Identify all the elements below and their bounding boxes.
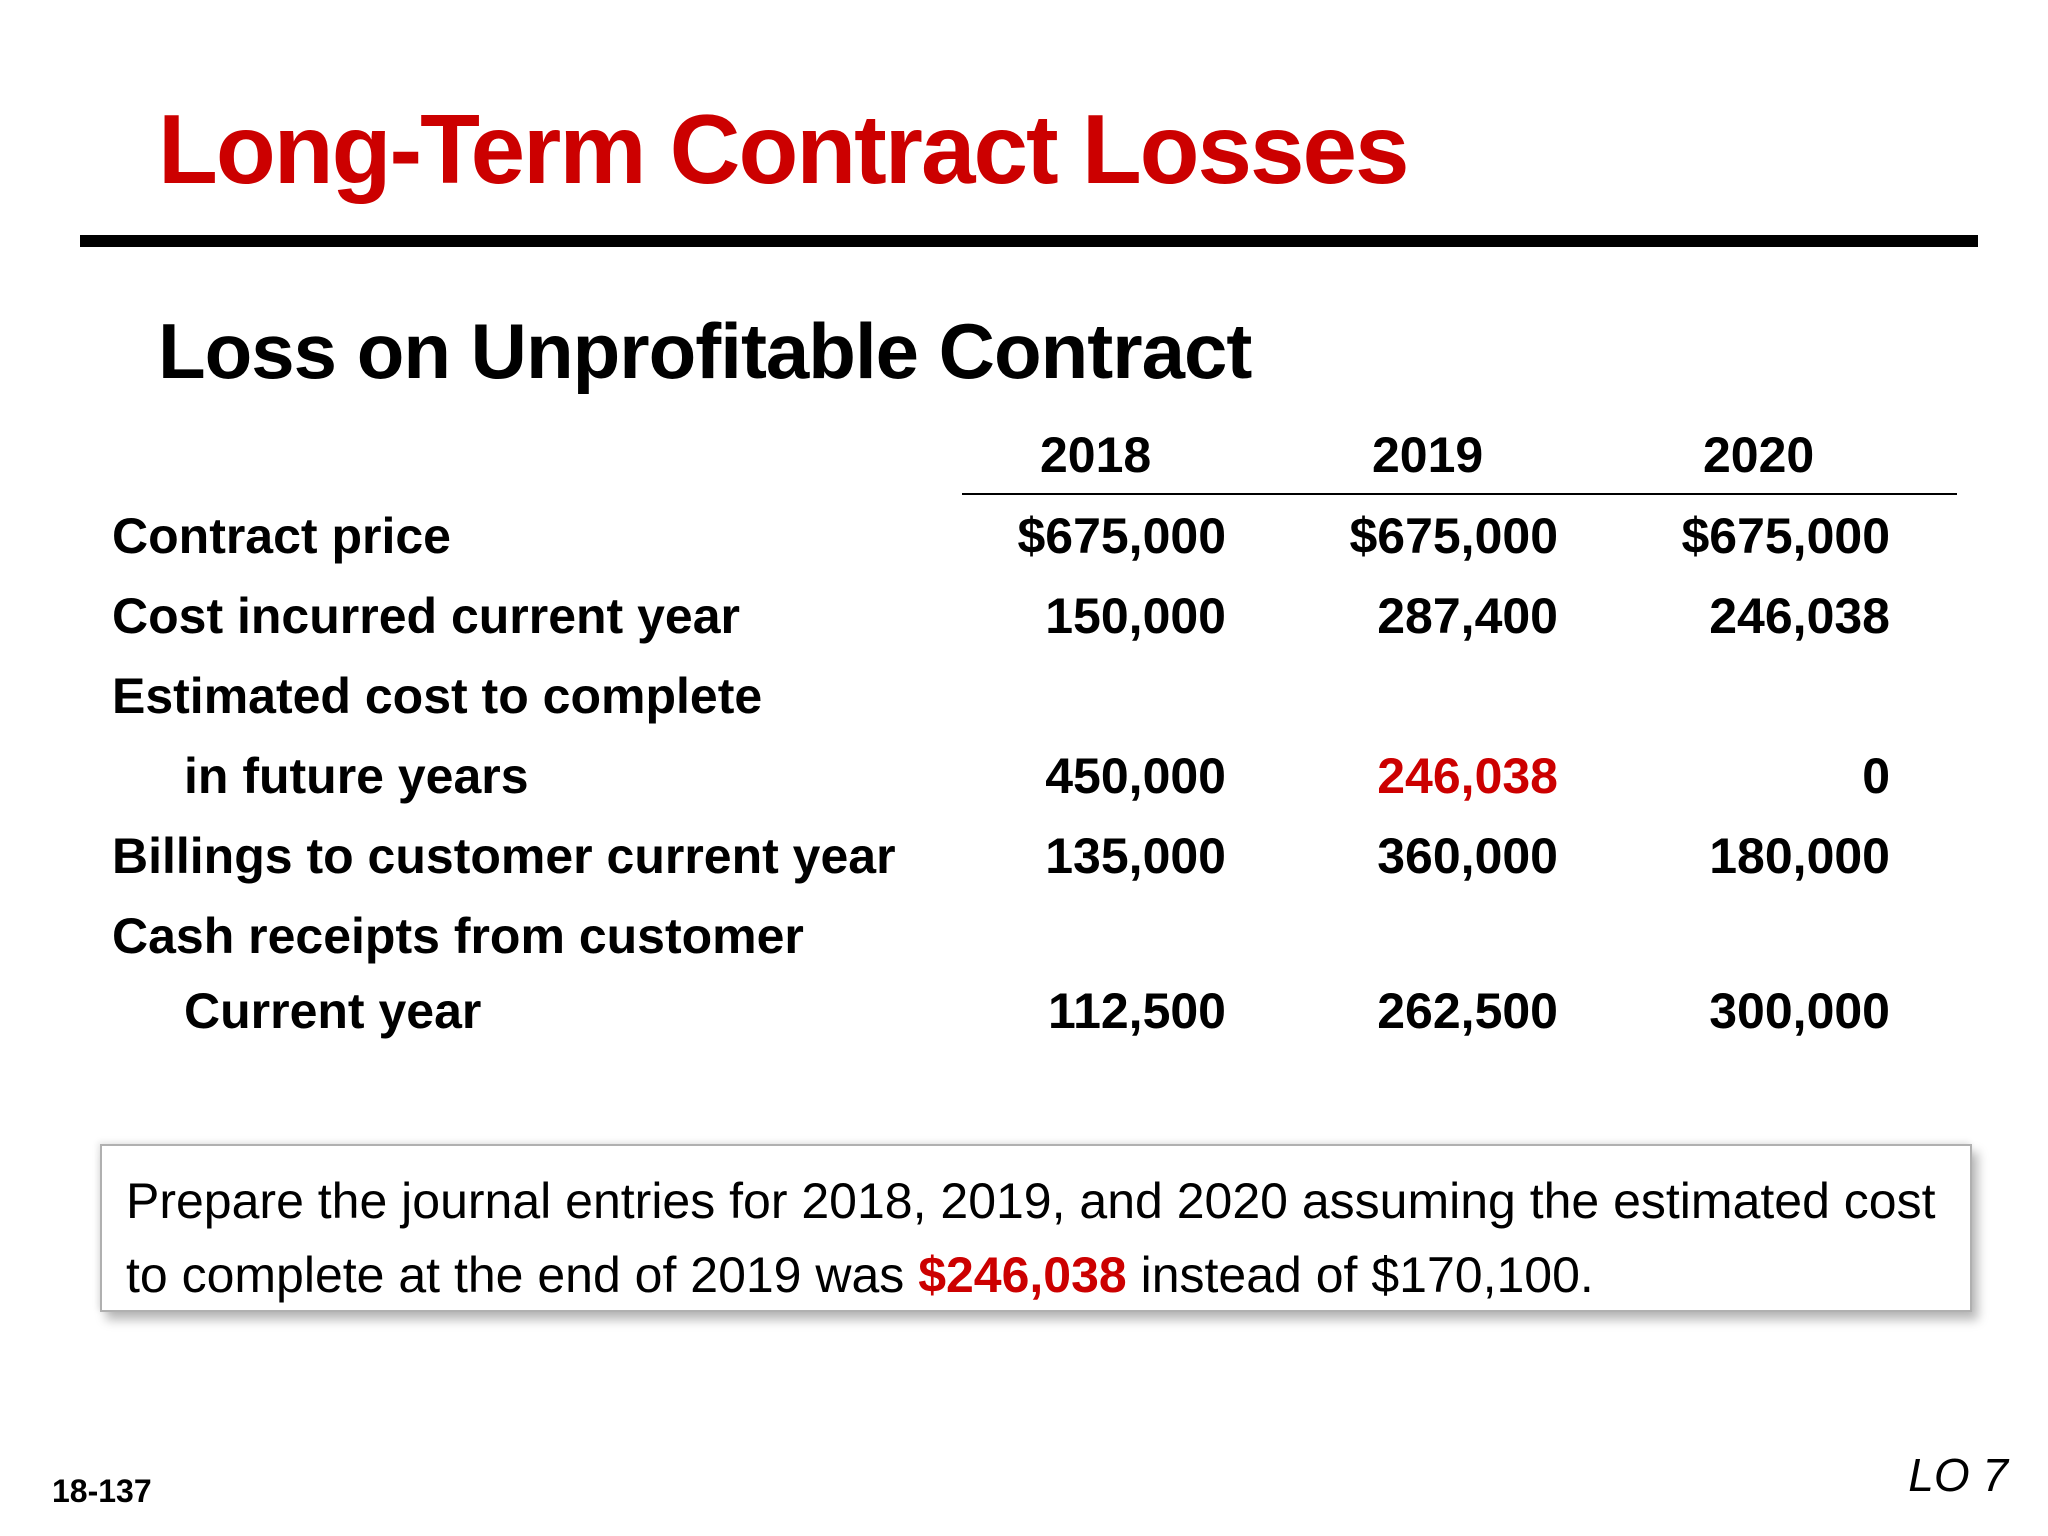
cell-future-cost-2019: 246,038 (1377, 748, 1558, 804)
slide-subtitle: Loss on Unprofitable Contract (158, 307, 1252, 395)
row-label-current-year: Current year (184, 983, 482, 1039)
cell-billings-2019: 360,000 (1377, 828, 1558, 884)
row-label-cost-incurred: Cost incurred current year (112, 588, 740, 644)
slide-title: Long-Term Contract Losses (158, 94, 1410, 204)
cell-future-cost-2020: 0 (1862, 748, 1890, 804)
instruction-note-box: Prepare the journal entries for 2018, 20… (100, 1144, 1972, 1312)
instruction-highlight-amount: $246,038 (918, 1247, 1127, 1303)
cell-contract-price-2018: $675,000 (1017, 508, 1226, 564)
slide-number: 18-137 (52, 1473, 152, 1509)
row-label-future-years: in future years (184, 748, 529, 804)
header-underline (962, 493, 1957, 495)
cell-contract-price-2019: $675,000 (1349, 508, 1558, 564)
cell-contract-price-2020: $675,000 (1681, 508, 1890, 564)
learning-objective-label: LO 7 (1908, 1449, 2008, 1501)
cell-cost-incurred-2019: 287,400 (1377, 588, 1558, 644)
cell-billings-2020: 180,000 (1709, 828, 1890, 884)
row-label-contract-price: Contract price (112, 508, 451, 564)
year-header-2019: 2019 (1372, 427, 1484, 483)
cell-cash-receipts-2020: 300,000 (1709, 983, 1890, 1039)
cell-cash-receipts-2019: 262,500 (1377, 983, 1558, 1039)
title-divider (80, 235, 1978, 247)
row-label-billings: Billings to customer current year (112, 828, 896, 884)
instruction-text-part2: instead of $170,100. (1126, 1247, 1594, 1303)
cell-future-cost-2018: 450,000 (1045, 748, 1226, 804)
row-label-cash-receipts: Cash receipts from customer (112, 908, 804, 964)
cell-billings-2018: 135,000 (1045, 828, 1226, 884)
year-header-2018: 2018 (1040, 427, 1152, 483)
cell-cost-incurred-2020: 246,038 (1709, 588, 1890, 644)
row-label-estimated-cost: Estimated cost to complete (112, 668, 763, 724)
instruction-text-part1: Prepare the journal entries for 2018, 20… (126, 1173, 1936, 1303)
cell-cash-receipts-2018: 112,500 (1048, 983, 1226, 1039)
cell-cost-incurred-2018: 150,000 (1045, 588, 1226, 644)
year-header-2020: 2020 (1703, 427, 1815, 483)
